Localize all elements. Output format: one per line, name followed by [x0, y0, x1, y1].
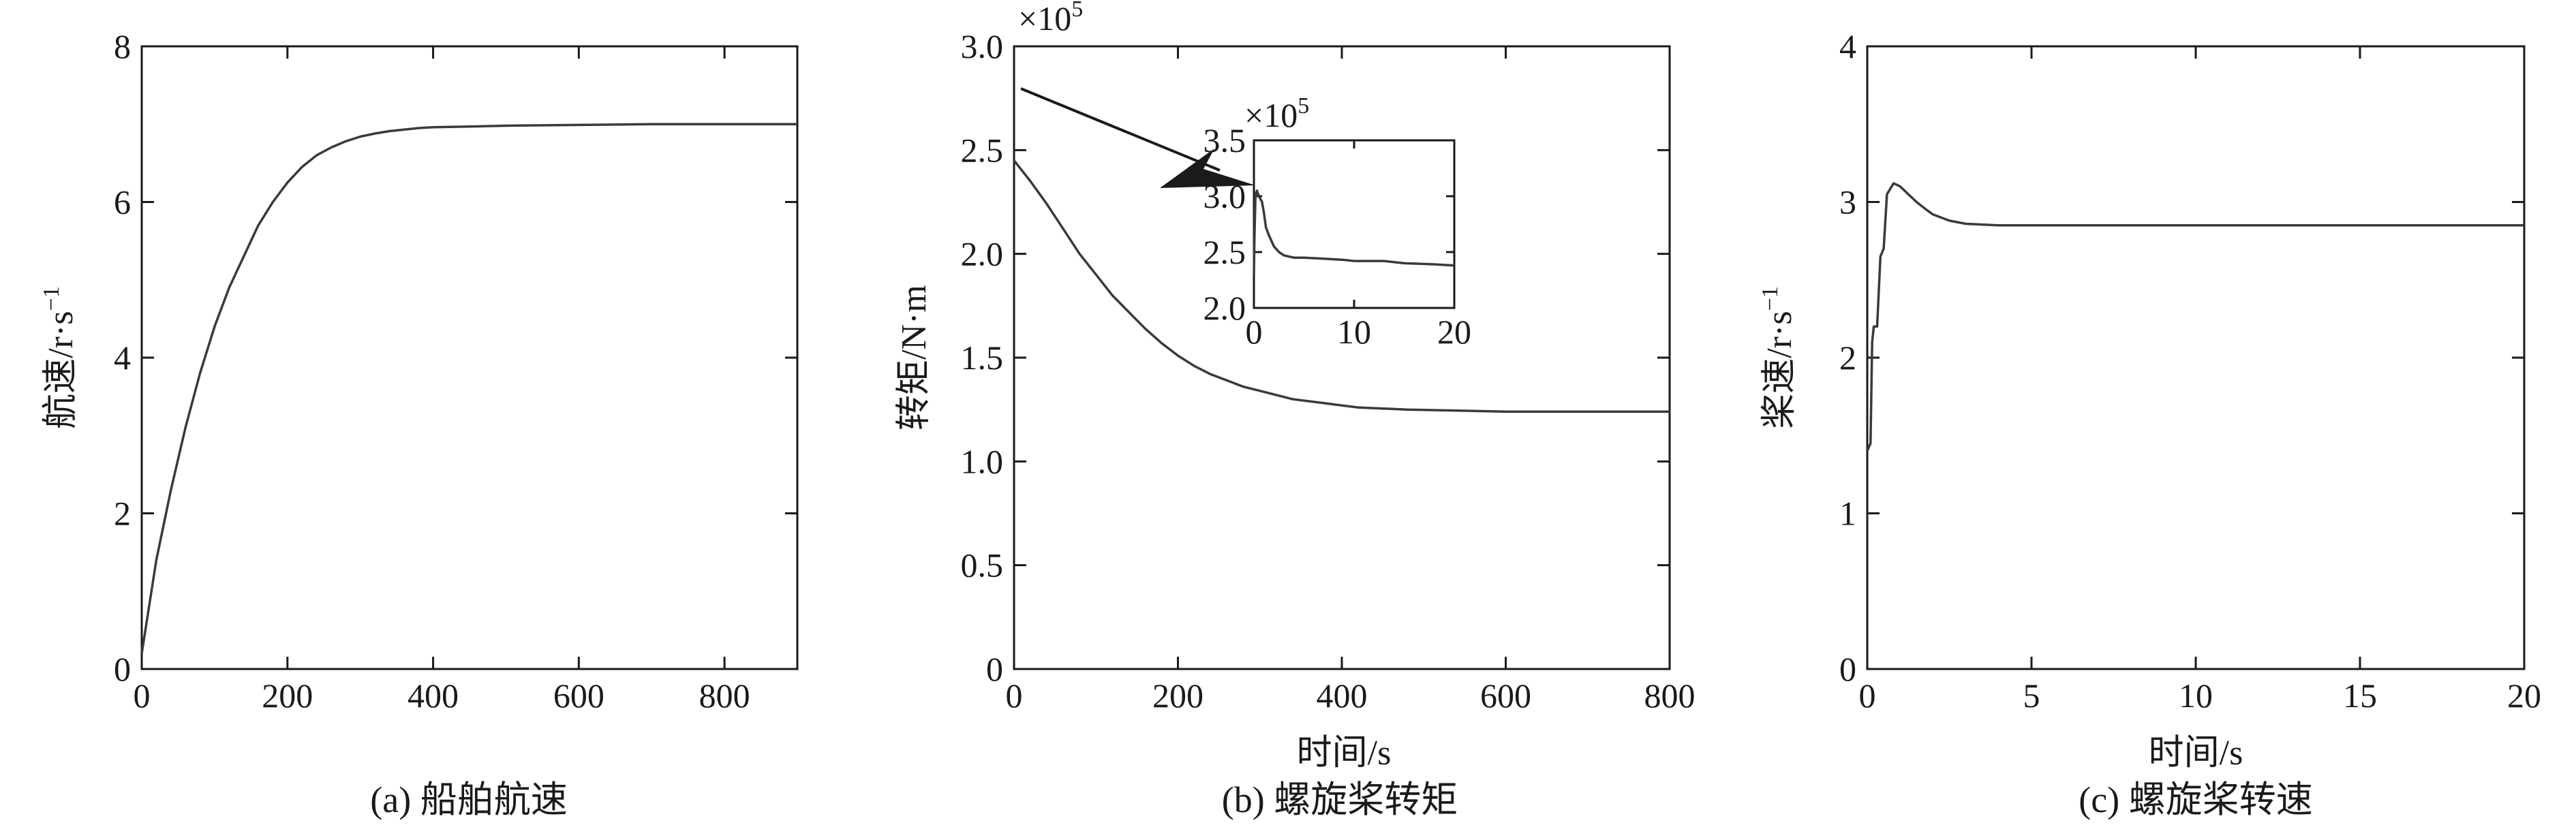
chart-panel-c: 0 5 10 15 20 0 1 2 3 4 桨速/r·s−1 时间/s (c) 螺旋桨转速: [1758, 27, 2541, 820]
y-tick-label: 4: [114, 339, 131, 377]
y-axis-label-superscript: −1: [1758, 286, 1783, 311]
x-tick-label: 10: [2179, 676, 2213, 715]
y-tick-label: 3: [1839, 183, 1856, 221]
y-tick-label: 1: [1839, 495, 1856, 533]
x-tick-label: 15: [2343, 676, 2377, 715]
y-tick-label: 1.0: [961, 442, 1004, 480]
y-axis-label-text: 航速/r·s: [42, 311, 80, 429]
y-tick-label: 0: [114, 650, 131, 688]
x-tick-label: 20: [1437, 313, 1471, 351]
axis-multiplier-base: ×10: [1244, 96, 1298, 134]
y-tick-label: 1.5: [961, 339, 1004, 377]
axis-multiplier-exponent: 5: [1071, 0, 1083, 22]
annotation-arrow: [1020, 87, 1255, 188]
x-tick-label: 400: [408, 676, 459, 715]
x-tick-label: 600: [553, 676, 604, 715]
caption-b: (b) 螺旋桨转矩: [1222, 779, 1458, 820]
y-axis-label-text: 转矩/N·m: [895, 285, 934, 431]
caption-a: (a) 船舶航速: [370, 779, 567, 820]
inset-frame: [1253, 139, 1456, 309]
y-tick-label: 2: [114, 495, 131, 533]
y-tick-label: 4: [1839, 27, 1856, 65]
y-tick-label: 3.0: [961, 27, 1004, 65]
y-tick-label: 2.0: [961, 235, 1004, 273]
y-tick-label: 2: [1839, 339, 1856, 377]
y-axis-label: 桨速/r·s−1: [1758, 286, 1799, 429]
plot-a-series-line: [140, 123, 797, 654]
x-axis-label: 时间/s: [1297, 734, 1392, 773]
x-tick-label: 10: [1337, 313, 1371, 351]
y-tick-label: 6: [114, 183, 131, 221]
x-tick-label: 800: [699, 676, 750, 715]
plot-c-frame: [1866, 45, 2526, 670]
axis-multiplier: ×105: [1018, 0, 1083, 37]
plot-a-frame: [140, 45, 799, 670]
axis-multiplier-base: ×10: [1018, 0, 1071, 37]
x-tick-label: 200: [1152, 676, 1203, 715]
y-axis-label: 转矩/N·m: [895, 285, 934, 431]
y-tick-label: 2.0: [1203, 289, 1246, 327]
x-tick-label: 200: [262, 676, 313, 715]
x-tick-label: 0: [1246, 313, 1263, 351]
axis-multiplier-exponent: 5: [1298, 93, 1309, 119]
x-tick-label: 0: [1006, 676, 1023, 715]
y-tick-label: 0.5: [961, 546, 1004, 585]
y-axis-label: 航速/r·s−1: [39, 286, 80, 429]
x-tick-label: 0: [1859, 676, 1876, 715]
chart-panel-b: 0 200 400 600 80000.51.01.52.02.53.0转矩/N·m×1…: [895, 0, 1696, 820]
inset-plot: 0 10 202.02.53.03.5×105: [1203, 93, 1472, 351]
x-tick-label: 0: [134, 676, 151, 715]
plot-b-series-line: [1013, 159, 1670, 413]
y-tick-label: 0: [986, 650, 1003, 688]
caption-c: (c) 螺旋桨转速: [2079, 779, 2312, 820]
x-tick-label: 400: [1317, 676, 1368, 715]
axis-multiplier: ×105: [1244, 93, 1309, 134]
x-tick-label: 5: [2023, 676, 2040, 715]
x-axis-label: 时间/s: [2149, 734, 2243, 773]
x-tick-label: 600: [1480, 676, 1531, 715]
y-tick-label: 0: [1839, 650, 1856, 688]
arrow-head: [1160, 149, 1255, 188]
y-tick-label: 8: [114, 27, 131, 65]
y-axis-label-text: 桨速/r·s: [1760, 311, 1799, 429]
plot-c-series-line: [1866, 182, 2524, 452]
y-axis-label-superscript: −1: [39, 286, 64, 311]
y-tick-label: 2.5: [1203, 233, 1246, 271]
x-tick-label: 800: [1644, 676, 1696, 715]
chart-panel-a: 0 200 400 600 800 0 2 4 6 8 航速/r·s−1 (a) 船舶航速: [39, 27, 799, 820]
y-tick-label: 2.5: [961, 131, 1004, 169]
inset-series-line: [1253, 189, 1455, 275]
arrow-shaft: [1020, 87, 1221, 172]
x-tick-label: 20: [2507, 676, 2541, 715]
